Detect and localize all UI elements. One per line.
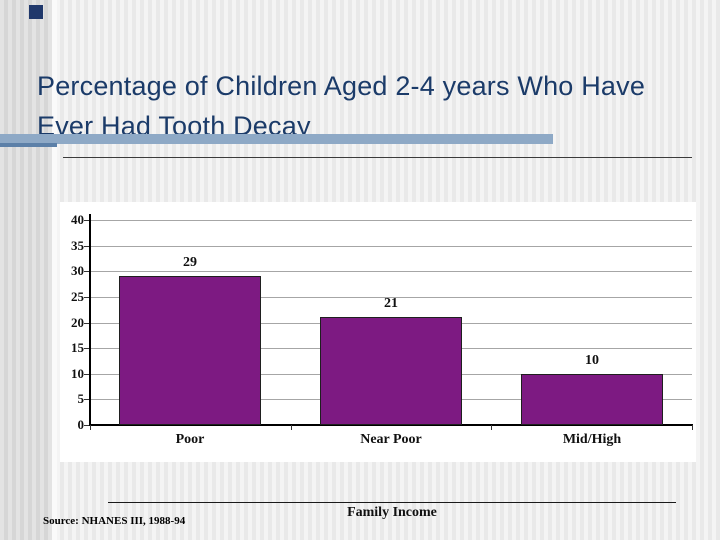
title-accent-bar-dark-edge [0, 143, 57, 147]
gridline [90, 246, 692, 247]
y-tick-mark [84, 271, 89, 272]
x-category-label: Near Poor [360, 432, 422, 447]
left-stripe-band [0, 0, 57, 540]
title-accent-bar [0, 134, 553, 144]
x-axis-title: Family Income [347, 505, 437, 520]
bar-value-label: 21 [384, 296, 398, 311]
bar-value-label: 10 [585, 353, 599, 368]
gridline [90, 271, 692, 272]
y-tick-mark [84, 425, 89, 426]
y-tick-label: 0 [77, 417, 85, 432]
bar-value-label: 29 [183, 255, 197, 270]
gridline [90, 297, 692, 298]
source-note: Source: NHANES III, 1988-94 [43, 515, 186, 527]
x-tick-mark [692, 425, 693, 430]
x-axis-line [89, 424, 693, 426]
y-tick-label: 10 [71, 366, 84, 381]
y-tick-mark [84, 323, 89, 324]
x-tick-mark [90, 425, 91, 430]
x-axis-title-rule [108, 502, 676, 503]
bar [320, 317, 462, 425]
x-category-label: Mid/High [562, 432, 622, 447]
y-tick-mark [84, 348, 89, 349]
y-tick-label: 30 [71, 263, 84, 278]
x-tick-mark [491, 425, 492, 430]
y-tick-mark [84, 246, 89, 247]
bar [521, 374, 663, 425]
y-tick-label: 35 [71, 238, 84, 253]
page-title-line-1: Percentage of Children Aged 2-4 years Wh… [37, 71, 646, 101]
y-tick-label: 5 [77, 391, 85, 406]
title-underline-rule [63, 157, 692, 158]
bullet-square-decoration [29, 5, 43, 19]
bar [119, 276, 261, 425]
x-tick-mark [291, 425, 292, 430]
y-tick-mark [84, 220, 89, 221]
y-tick-label: 25 [71, 289, 84, 304]
gridline [90, 220, 692, 221]
y-tick-label: 40 [71, 212, 84, 227]
x-category-label: Poor [175, 432, 205, 447]
y-tick-mark [84, 297, 89, 298]
y-tick-label: 15 [71, 340, 84, 355]
y-tick-label: 20 [71, 315, 84, 330]
y-tick-mark [84, 374, 89, 375]
y-tick-mark [84, 399, 89, 400]
y-axis-line [89, 214, 91, 426]
